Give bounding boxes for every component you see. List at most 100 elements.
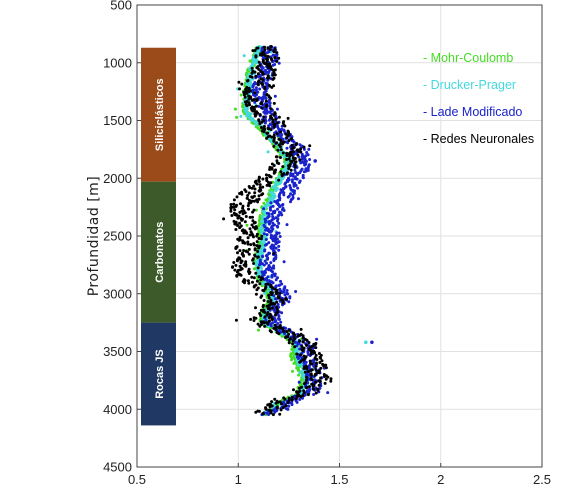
data-point bbox=[287, 167, 291, 170]
data-point bbox=[255, 288, 259, 292]
data-point bbox=[281, 142, 284, 146]
data-point bbox=[329, 379, 333, 383]
data-point bbox=[280, 213, 284, 217]
data-point bbox=[266, 46, 270, 50]
data-point bbox=[258, 251, 262, 255]
data-point bbox=[252, 276, 256, 280]
data-point bbox=[262, 299, 266, 302]
data-point bbox=[272, 326, 276, 330]
data-point bbox=[283, 124, 287, 128]
lithology-label: Carbonatos bbox=[154, 222, 166, 283]
data-point bbox=[234, 263, 238, 267]
data-point bbox=[316, 388, 320, 392]
data-point bbox=[251, 280, 254, 284]
data-point bbox=[302, 391, 306, 395]
y-tick-label: 500 bbox=[110, 0, 132, 13]
data-point bbox=[266, 216, 270, 220]
data-point bbox=[288, 154, 292, 158]
data-point bbox=[268, 251, 271, 255]
data-point bbox=[293, 345, 297, 349]
data-point bbox=[251, 49, 255, 53]
data-point bbox=[275, 59, 279, 63]
data-point bbox=[267, 413, 271, 416]
data-point bbox=[250, 275, 254, 279]
data-point bbox=[256, 72, 260, 76]
data-point bbox=[248, 233, 252, 237]
data-point bbox=[305, 338, 309, 342]
data-point bbox=[314, 364, 318, 368]
data-point bbox=[272, 266, 276, 270]
data-point bbox=[313, 343, 317, 346]
data-point bbox=[252, 267, 256, 271]
data-point bbox=[251, 219, 255, 223]
data-point bbox=[264, 62, 268, 66]
data-point bbox=[322, 364, 326, 368]
data-point bbox=[285, 146, 289, 150]
data-point bbox=[269, 107, 273, 111]
data-point bbox=[304, 378, 308, 382]
data-point bbox=[270, 275, 274, 279]
data-point bbox=[257, 67, 261, 71]
data-point bbox=[266, 403, 270, 407]
data-point bbox=[245, 231, 249, 235]
data-point bbox=[281, 406, 285, 410]
data-point bbox=[247, 281, 251, 285]
data-point bbox=[264, 173, 268, 177]
data-point bbox=[270, 306, 274, 310]
data-point bbox=[265, 51, 269, 55]
data-point bbox=[242, 249, 246, 252]
data-point bbox=[258, 122, 262, 126]
data-point bbox=[262, 130, 266, 134]
data-point bbox=[263, 45, 267, 49]
data-point bbox=[253, 91, 257, 95]
data-point bbox=[267, 316, 271, 319]
data-point bbox=[301, 336, 305, 340]
data-point bbox=[289, 200, 292, 204]
data-point bbox=[252, 262, 256, 265]
data-point bbox=[258, 183, 262, 187]
data-point bbox=[269, 324, 273, 328]
data-point bbox=[266, 322, 270, 326]
data-point bbox=[268, 48, 272, 51]
y-tick-label: 3500 bbox=[103, 344, 132, 359]
data-point bbox=[269, 330, 273, 334]
data-point bbox=[283, 182, 287, 186]
data-point-outlier bbox=[313, 159, 318, 163]
data-point bbox=[267, 241, 271, 245]
data-point bbox=[266, 286, 270, 290]
data-point bbox=[265, 233, 269, 237]
data-point bbox=[243, 281, 246, 285]
data-point bbox=[233, 107, 237, 111]
data-point bbox=[255, 234, 259, 238]
data-point bbox=[318, 361, 322, 364]
data-point bbox=[267, 66, 271, 69]
data-point bbox=[277, 231, 281, 235]
data-point bbox=[254, 55, 258, 59]
data-point bbox=[265, 84, 269, 87]
data-point bbox=[307, 147, 311, 151]
data-point bbox=[292, 184, 296, 188]
data-point bbox=[265, 136, 269, 140]
data-point bbox=[297, 386, 301, 390]
data-point bbox=[254, 316, 258, 320]
data-point bbox=[253, 100, 257, 104]
data-point bbox=[256, 111, 260, 115]
data-point bbox=[274, 297, 278, 301]
data-point bbox=[247, 191, 251, 195]
data-point bbox=[243, 220, 247, 224]
lithology-column: Siliciclásticos Carbonatos Rocas JS bbox=[141, 47, 176, 426]
data-point bbox=[281, 301, 285, 305]
data-point bbox=[298, 371, 302, 375]
data-point bbox=[266, 300, 270, 304]
data-point bbox=[273, 211, 277, 215]
data-point bbox=[239, 273, 243, 277]
data-point bbox=[256, 200, 260, 204]
lithology-band bbox=[141, 181, 176, 323]
data-point bbox=[297, 197, 300, 201]
data-point bbox=[260, 47, 264, 50]
data-point bbox=[299, 147, 303, 151]
data-point bbox=[294, 160, 297, 164]
data-point bbox=[264, 283, 268, 286]
data-point bbox=[291, 369, 294, 373]
